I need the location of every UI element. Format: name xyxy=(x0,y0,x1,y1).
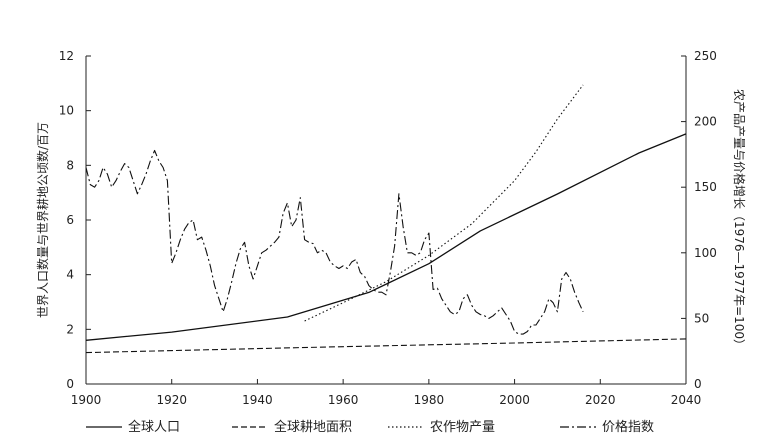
y-right-tick-label: 0 xyxy=(694,377,702,391)
x-tick-label: 2020 xyxy=(585,393,616,407)
x-tick-label: 1920 xyxy=(156,393,187,407)
y-axis-right-title: 农产品产量与价格增长（1976—1977年=100） xyxy=(732,89,747,351)
legend-label: 全球人口 xyxy=(128,419,180,435)
legend-label: 农作物产量 xyxy=(430,420,495,435)
legend-label: 价格指数 xyxy=(602,419,654,435)
y-right-tick-label: 200 xyxy=(694,115,717,129)
y-left-tick-label: 2 xyxy=(66,322,74,336)
x-tick-label: 1900 xyxy=(71,393,102,407)
y-right-tick-label: 250 xyxy=(694,49,717,63)
population-line xyxy=(85,133,687,341)
y-left-tick-label: 6 xyxy=(66,213,74,227)
x-tick-label: 2000 xyxy=(499,393,530,407)
y-left-tick-label: 0 xyxy=(66,377,74,391)
x-tick-label: 2040 xyxy=(671,393,702,407)
legend-layer: 全球人口 全球耕地面积 农作物产量 价格指数 xyxy=(86,419,654,435)
y-left-tick-label: 10 xyxy=(59,104,74,118)
y-right-tick-label: 100 xyxy=(694,246,717,260)
y-right-tick-label: 150 xyxy=(694,180,717,194)
farmland-line xyxy=(85,338,687,354)
price-index-line xyxy=(85,149,584,335)
x-tick-label: 1940 xyxy=(242,393,273,407)
y-left-tick-label: 8 xyxy=(66,158,74,172)
legend-label: 全球耕地面积 xyxy=(274,419,352,435)
crop-output-line xyxy=(304,84,584,322)
y-right-tick-label: 50 xyxy=(694,311,709,325)
axes-layer xyxy=(85,56,687,385)
x-tick-label: 1980 xyxy=(414,393,445,407)
x-tick-label: 1960 xyxy=(328,393,359,407)
series-layer xyxy=(85,84,687,354)
ticks-layer: 1900 1920 1940 1960 1980 2000 2020 204002468101… xyxy=(59,49,717,407)
y-left-tick-label: 4 xyxy=(66,268,74,282)
y-axis-left-title: 世界人口数量与世界耕地公顷数/百万 xyxy=(35,122,50,318)
y-left-tick-label: 12 xyxy=(59,49,74,63)
